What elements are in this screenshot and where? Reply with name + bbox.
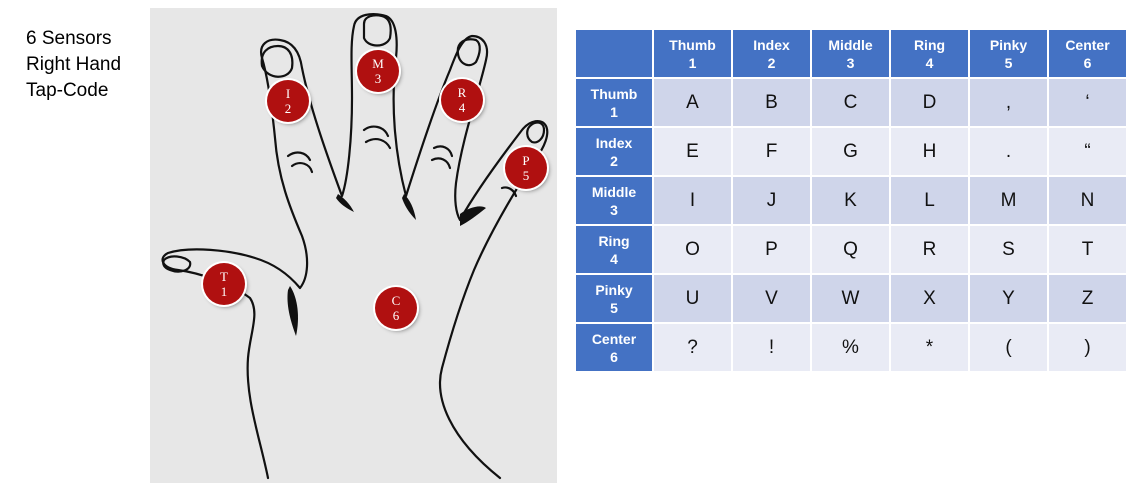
column-header-middle: Middle 3 <box>812 30 889 77</box>
sensor-center-number: 6 <box>392 308 400 323</box>
sensor-middle-marker: M 3 <box>357 50 399 92</box>
table-cell: . <box>970 128 1047 175</box>
table-cell: ( <box>970 324 1047 371</box>
column-header-thumb: Thumb 1 <box>654 30 731 77</box>
table-cell: F <box>733 128 810 175</box>
table-cell: I <box>654 177 731 224</box>
sensor-pinky-letter: P <box>522 153 530 168</box>
sensor-index-number: 2 <box>284 101 292 116</box>
caption-line-hand: Right Hand <box>26 54 122 75</box>
row-header-middle: Middle 3 <box>576 177 652 224</box>
column-header-center: Center 6 <box>1049 30 1126 77</box>
table-cell: * <box>891 324 968 371</box>
sensor-center-letter: C <box>391 293 401 308</box>
sensor-index-marker: I 2 <box>267 80 309 122</box>
caption-line-code: Tap-Code <box>26 80 109 101</box>
table-cell: P <box>733 226 810 273</box>
sensor-index-letter: I <box>285 86 291 101</box>
sensor-ring-number: 4 <box>458 100 466 115</box>
table-cell: M <box>970 177 1047 224</box>
table-cell: W <box>812 275 889 322</box>
table-cell: Q <box>812 226 889 273</box>
sensor-pinky-number: 5 <box>522 168 530 183</box>
sensor-middle-number: 3 <box>374 71 382 86</box>
table-cell: S <box>970 226 1047 273</box>
table-cell: A <box>654 79 731 126</box>
sensor-thumb-marker: T 1 <box>203 263 245 305</box>
table-cell: ! <box>733 324 810 371</box>
table-cell: D <box>891 79 968 126</box>
table-header-row: Thumb 1 Index 2 Middle 3 Ring 4 Pinky 5 Cente… <box>576 30 1126 77</box>
row-header-center: Center 6 <box>576 324 652 371</box>
table-row-pinky: Pinky 5 U V W X Y Z <box>576 275 1126 322</box>
column-header-index: Index 2 <box>733 30 810 77</box>
table-row-index: Index 2 E F G H . “ <box>576 128 1126 175</box>
table-cell: T <box>1049 226 1126 273</box>
column-header-pinky: Pinky 5 <box>970 30 1047 77</box>
tap-code-table: Thumb 1 Index 2 Middle 3 Ring 4 Pinky 5 Cente… <box>574 28 1128 373</box>
sensor-middle-letter: M <box>372 56 384 71</box>
table-cell: E <box>654 128 731 175</box>
table-cell: ‘ <box>1049 79 1126 126</box>
sensor-pinky-marker: P 5 <box>505 147 547 189</box>
table-cell: C <box>812 79 889 126</box>
table-cell: B <box>733 79 810 126</box>
table-cell: H <box>891 128 968 175</box>
hand-outline-icon <box>161 13 549 480</box>
row-header-ring: Ring 4 <box>576 226 652 273</box>
table-row-center: Center 6 ? ! % * ( ) <box>576 324 1126 371</box>
table-cell: ? <box>654 324 731 371</box>
sensor-center-marker: C 6 <box>375 287 417 329</box>
table-cell: V <box>733 275 810 322</box>
table-cell: ) <box>1049 324 1126 371</box>
sensor-ring-letter: R <box>457 85 467 100</box>
row-header-thumb: Thumb 1 <box>576 79 652 126</box>
table-cell: Y <box>970 275 1047 322</box>
table-cell: U <box>654 275 731 322</box>
hand-illustration-panel: T 1 I 2 M 3 R 4 P 5 C 6 <box>150 8 557 483</box>
table-cell: X <box>891 275 968 322</box>
table-cell: Z <box>1049 275 1126 322</box>
column-header-ring: Ring 4 <box>891 30 968 77</box>
table-cell: K <box>812 177 889 224</box>
caption-line-sensors: 6 Sensors <box>26 28 112 49</box>
table-corner-cell <box>576 30 652 77</box>
sensor-thumb-letter: T <box>220 269 228 284</box>
table-cell: , <box>970 79 1047 126</box>
table-cell: N <box>1049 177 1126 224</box>
table-cell: % <box>812 324 889 371</box>
table-row-ring: Ring 4 O P Q R S T <box>576 226 1126 273</box>
table-cell: L <box>891 177 968 224</box>
table-row-thumb: Thumb 1 A B C D , ‘ <box>576 79 1126 126</box>
table-cell: J <box>733 177 810 224</box>
table-row-middle: Middle 3 I J K L M N <box>576 177 1126 224</box>
sensor-ring-marker: R 4 <box>441 79 483 121</box>
row-header-index: Index 2 <box>576 128 652 175</box>
table-cell: G <box>812 128 889 175</box>
diagram-caption: 6 Sensors Right Hand Tap-Code <box>26 26 121 104</box>
table-cell: “ <box>1049 128 1126 175</box>
table-cell: O <box>654 226 731 273</box>
row-header-pinky: Pinky 5 <box>576 275 652 322</box>
table-cell: R <box>891 226 968 273</box>
sensor-thumb-number: 1 <box>220 284 228 299</box>
